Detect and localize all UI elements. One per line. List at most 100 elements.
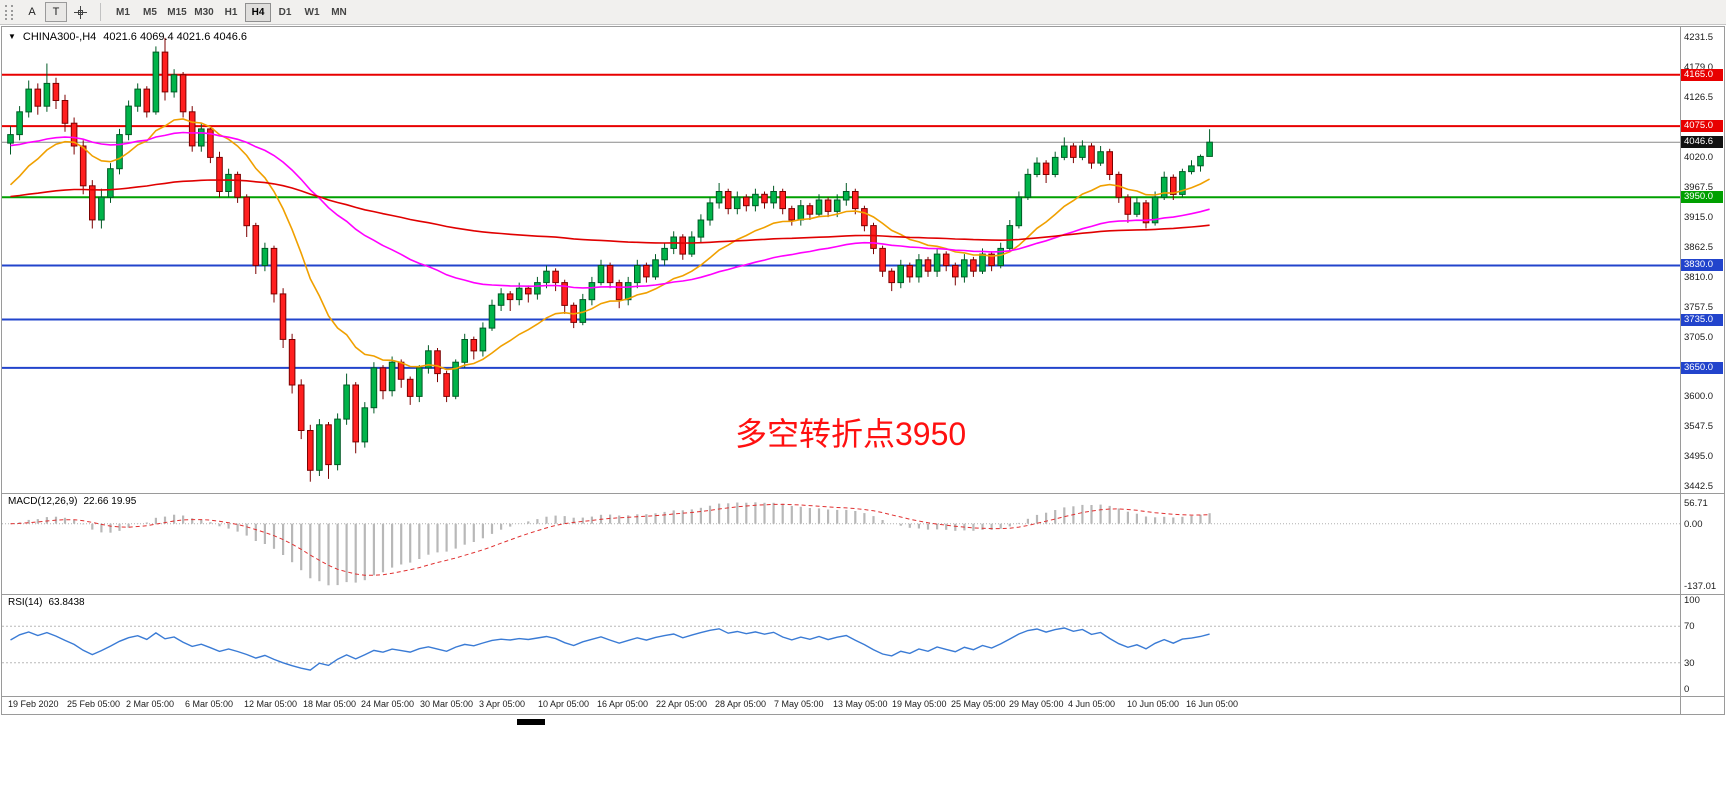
macd-pane: MACD(12,26,9) 22.66 19.95 56.71 0.00 -137.… (2, 494, 1724, 594)
price-tick-label: 4231.5 (1684, 32, 1714, 43)
macd-scale[interactable]: 56.71 0.00 -137.01 (1680, 494, 1724, 594)
price-tick-label: 3967.5 (1684, 182, 1714, 194)
rsi-pane: RSI(14) 63.8438 100 70 30 0 (2, 595, 1724, 696)
price-tick-label: 3600.0 (1684, 391, 1714, 403)
price-tick-label: 3547.5 (1684, 421, 1714, 433)
toolbar-separator (100, 3, 101, 21)
price-scale[interactable]: 4231.5 4179.0 4126.5 4020.0 3967.5 3915.0 3862… (1680, 27, 1724, 493)
candles-layer (7, 37, 1213, 482)
time-axis-label: 19 May 05:00 (892, 699, 947, 709)
macd-label: MACD(12,26,9) 22.66 19.95 (8, 496, 136, 507)
time-axis-label: 12 Mar 05:00 (244, 699, 298, 709)
time-axis-label: 29 May 05:00 (1009, 699, 1064, 709)
pane-separator[interactable] (2, 493, 1724, 494)
price-tick-label: 3757.5 (1684, 301, 1714, 313)
rsi-plot[interactable]: RSI(14) 63.8438 (2, 595, 1680, 696)
toolbar-drag-handle[interactable] (5, 4, 13, 20)
chart-title-line: ▼ CHINA300-,H4 4021.6 4069.4 4021.6 4046… (8, 31, 247, 43)
price-chart-svg (2, 37, 1680, 482)
price-line-badge[interactable]: 3950.0 (1681, 191, 1723, 204)
macd-scale-label: 56.71 (1684, 498, 1708, 509)
price-tick-label: 3862.5 (1684, 241, 1714, 253)
macd-name: MACD(12,26,9) (8, 496, 78, 507)
annotation-text[interactable]: 多空转折点3950 (735, 416, 967, 452)
pane-separator[interactable] (2, 594, 1724, 595)
time-axis-label: 19 Feb 2020 (8, 699, 59, 709)
toolbar: A T M1 M5 M15 M30 H1 H4 D1 W1 MN (0, 0, 1726, 25)
rsi-scale-label: 100 (1684, 595, 1700, 606)
time-axis-label: 25 May 05:00 (951, 699, 1006, 709)
time-axis-label: 28 Apr 05:00 (715, 699, 767, 709)
price-tick-label: 3915.0 (1684, 212, 1714, 224)
time-axis-label: 16 Apr 05:00 (597, 699, 649, 709)
timeframe-button-m15[interactable]: M15 (164, 3, 190, 22)
timeframe-button-m1[interactable]: M1 (110, 3, 136, 22)
ma-mid-magenta (10, 131, 1210, 289)
text-tool-button[interactable]: T (45, 2, 67, 22)
rsi-label: RSI(14) 63.8438 (8, 597, 85, 608)
timeframe-button-w1[interactable]: W1 (299, 3, 325, 22)
rsi-scale-label: 0 (1684, 684, 1690, 695)
current-price-badge: 4046.6 (1681, 136, 1723, 149)
crosshair-icon (73, 5, 87, 19)
time-axis-corner (1680, 697, 1724, 714)
macd-signal-line (10, 503, 1210, 576)
macd-plot[interactable]: MACD(12,26,9) 22.66 19.95 (2, 494, 1680, 594)
macd-values: 22.66 19.95 (83, 496, 137, 507)
rsi-scale-label: 70 (1684, 621, 1695, 633)
rsi-name: RSI(14) (8, 597, 43, 608)
timeframe-button-mn[interactable]: MN (326, 3, 352, 22)
time-axis-label: 10 Jun 05:00 (1127, 699, 1180, 709)
price-tick-label: 3810.0 (1684, 271, 1714, 283)
time-axis-label: 7 May 05:00 (774, 699, 824, 709)
timeframe-button-h4[interactable]: H4 (245, 2, 271, 22)
macd-histogram (18, 502, 1211, 586)
timeframe-button-m5[interactable]: M5 (137, 3, 163, 22)
timeframe-button-d1[interactable]: D1 (272, 3, 298, 22)
price-tick-label: 4020.0 (1684, 152, 1714, 164)
crosshair-button[interactable] (69, 2, 91, 22)
annotations-tool-button[interactable]: A (21, 2, 43, 22)
time-axis-label: 18 Mar 05:00 (303, 699, 357, 709)
time-axis-label: 16 Jun 05:00 (1186, 699, 1239, 709)
chart-menu-icon[interactable]: ▼ (8, 32, 16, 41)
chart-window: ▼ CHINA300-,H4 4021.6 4069.4 4021.6 4046… (1, 26, 1725, 715)
time-axis-label: 25 Feb 05:00 (67, 699, 121, 709)
rsi-scale[interactable]: 100 70 30 0 (1680, 595, 1724, 696)
time-axis-label: 24 Mar 05:00 (361, 699, 415, 709)
price-line-badge[interactable]: 3650.0 (1681, 361, 1723, 374)
timeframe-button-m30[interactable]: M30 (191, 3, 217, 22)
price-line-badge[interactable]: 4075.0 (1681, 120, 1723, 133)
symbol-timeframe-title: CHINA300-,H4 (22, 31, 97, 43)
time-axis-label: 13 May 05:00 (833, 699, 888, 709)
time-axis-labels: 19 Feb 2020 25 Feb 05:00 2 Mar 05:00 6 Mar … (2, 697, 1680, 714)
macd-chart-svg (2, 502, 1680, 586)
price-tick-label: 3442.5 (1684, 481, 1714, 492)
ma-slow-red (10, 179, 1210, 244)
price-pane: ▼ CHINA300-,H4 4021.6 4069.4 4021.6 4046… (2, 27, 1724, 493)
taskbar-fragment (517, 719, 545, 725)
price-tick-label: 3705.0 (1684, 331, 1714, 343)
time-axis-label: 22 Apr 05:00 (656, 699, 708, 709)
macd-scale-label: 0.00 (1684, 518, 1703, 530)
time-axis-label: 4 Jun 05:00 (1068, 699, 1116, 709)
price-line-badge[interactable]: 4165.0 (1681, 68, 1723, 81)
pane-separator[interactable] (2, 696, 1724, 697)
rsi-value: 63.8438 (48, 597, 85, 608)
time-axis-label: 6 Mar 05:00 (185, 699, 234, 709)
price-line-badge[interactable]: 3735.0 (1681, 313, 1723, 326)
ma-fast-orange (9, 118, 1210, 371)
rsi-chart-svg (2, 625, 1680, 671)
time-axis-label: 2 Mar 05:00 (126, 699, 175, 709)
price-plot[interactable]: ▼ CHINA300-,H4 4021.6 4069.4 4021.6 4046… (2, 27, 1680, 493)
rsi-scale-label: 30 (1684, 657, 1695, 669)
horizontal-lines (2, 73, 1680, 369)
timeframe-group: M1 M5 M15 M30 H1 H4 D1 W1 MN (110, 2, 352, 22)
price-tick-label: 4126.5 (1684, 91, 1714, 103)
time-axis-label: 10 Apr 05:00 (538, 699, 590, 709)
price-line-badge[interactable]: 3830.0 (1681, 259, 1723, 272)
time-axis-label: 3 Apr 05:00 (479, 699, 526, 709)
timeframe-button-h1[interactable]: H1 (218, 3, 244, 22)
time-axis[interactable]: 19 Feb 2020 25 Feb 05:00 2 Mar 05:00 6 Mar … (2, 697, 1724, 714)
price-tick-label: 3495.0 (1684, 451, 1714, 463)
